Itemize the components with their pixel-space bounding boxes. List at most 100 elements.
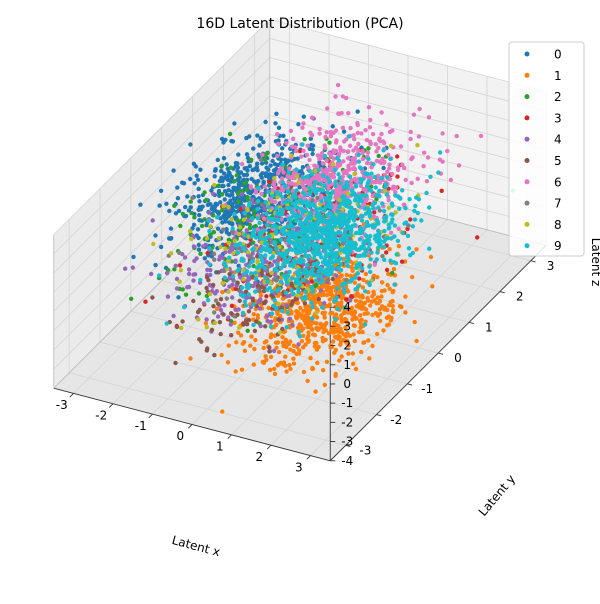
- data-point: [312, 344, 317, 349]
- data-point: [366, 246, 371, 251]
- data-point: [223, 250, 228, 255]
- data-point: [330, 330, 336, 335]
- data-point: [270, 188, 275, 193]
- data-point: [352, 309, 357, 314]
- data-point: [267, 264, 272, 269]
- data-point: [329, 219, 334, 225]
- data-point: [211, 304, 216, 309]
- data-point: [360, 156, 366, 162]
- data-point: [366, 146, 371, 151]
- grid-line: [269, 114, 547, 189]
- data-point: [198, 277, 203, 283]
- data-point: [337, 197, 342, 202]
- data-point: [279, 265, 284, 271]
- data-point: [413, 203, 418, 209]
- data-point: [175, 196, 181, 201]
- grid-line: [69, 372, 346, 446]
- data-point: [272, 298, 277, 303]
- y-tick-label: 2: [516, 290, 524, 304]
- y-tick-label: 0: [454, 351, 462, 365]
- data-point: [325, 190, 330, 195]
- data-point: [359, 293, 365, 298]
- data-point: [352, 171, 357, 176]
- data-point: [304, 306, 309, 311]
- data-point: [290, 201, 295, 206]
- data-point: [235, 165, 241, 170]
- data-point: [232, 121, 237, 126]
- data-point: [327, 166, 333, 172]
- legend-marker: [524, 243, 530, 249]
- data-point: [272, 366, 277, 372]
- data-point: [214, 306, 220, 311]
- data-point: [339, 330, 345, 335]
- data-point: [303, 289, 308, 294]
- data-point: [317, 160, 322, 165]
- data-point: [315, 360, 320, 366]
- data-point: [306, 339, 311, 344]
- data-point: [350, 317, 355, 322]
- data-point: [278, 207, 283, 213]
- data-point: [367, 139, 373, 144]
- data-point: [189, 236, 194, 242]
- data-point: [290, 214, 295, 219]
- data-point: [191, 278, 196, 283]
- data-point: [386, 322, 392, 327]
- data-point: [185, 285, 190, 290]
- data-point: [230, 226, 235, 231]
- data-point: [203, 321, 209, 326]
- data-point: [246, 264, 252, 269]
- data-point: [290, 263, 296, 269]
- data-point: [399, 259, 405, 264]
- data-point: [380, 156, 385, 161]
- data-point: [336, 185, 341, 190]
- data-point: [236, 199, 241, 204]
- data-point: [331, 171, 336, 176]
- data-point: [198, 167, 203, 172]
- data-point: [268, 247, 273, 252]
- data-point: [370, 343, 375, 349]
- data-point: [348, 298, 353, 303]
- data-point: [370, 294, 375, 299]
- data-point: [351, 148, 356, 153]
- data-point: [267, 345, 272, 350]
- data-point: [332, 167, 338, 173]
- data-point: [388, 143, 394, 149]
- legend-marker: [524, 158, 530, 163]
- data-point: [301, 277, 306, 282]
- data-point: [345, 320, 350, 326]
- data-point: [247, 225, 253, 231]
- data-point: [427, 205, 432, 210]
- data-point: [204, 275, 210, 280]
- data-point: [316, 218, 321, 223]
- data-point: [276, 125, 282, 130]
- data-point: [359, 306, 364, 311]
- data-point: [316, 251, 321, 257]
- data-point: [330, 124, 335, 129]
- data-point: [320, 335, 325, 341]
- data-point: [290, 322, 295, 328]
- data-point: [149, 271, 154, 277]
- data-point: [390, 217, 395, 222]
- data-point: [327, 297, 332, 302]
- data-point: [349, 239, 354, 245]
- data-point: [335, 82, 341, 88]
- data-point: [246, 292, 251, 297]
- data-point: [324, 158, 329, 163]
- data-point: [344, 277, 349, 283]
- data-point: [348, 182, 354, 187]
- data-point: [337, 175, 343, 181]
- data-point: [274, 189, 279, 194]
- data-point: [359, 131, 364, 136]
- data-point: [338, 247, 343, 252]
- data-point: [475, 235, 480, 240]
- data-point: [212, 257, 217, 262]
- data-point: [212, 352, 217, 358]
- data-point: [294, 216, 299, 221]
- data-point: [305, 254, 310, 259]
- legend-label: 9: [554, 239, 562, 253]
- data-point: [306, 315, 311, 320]
- data-point: [314, 347, 320, 352]
- data-point: [219, 168, 224, 174]
- data-point: [381, 165, 386, 171]
